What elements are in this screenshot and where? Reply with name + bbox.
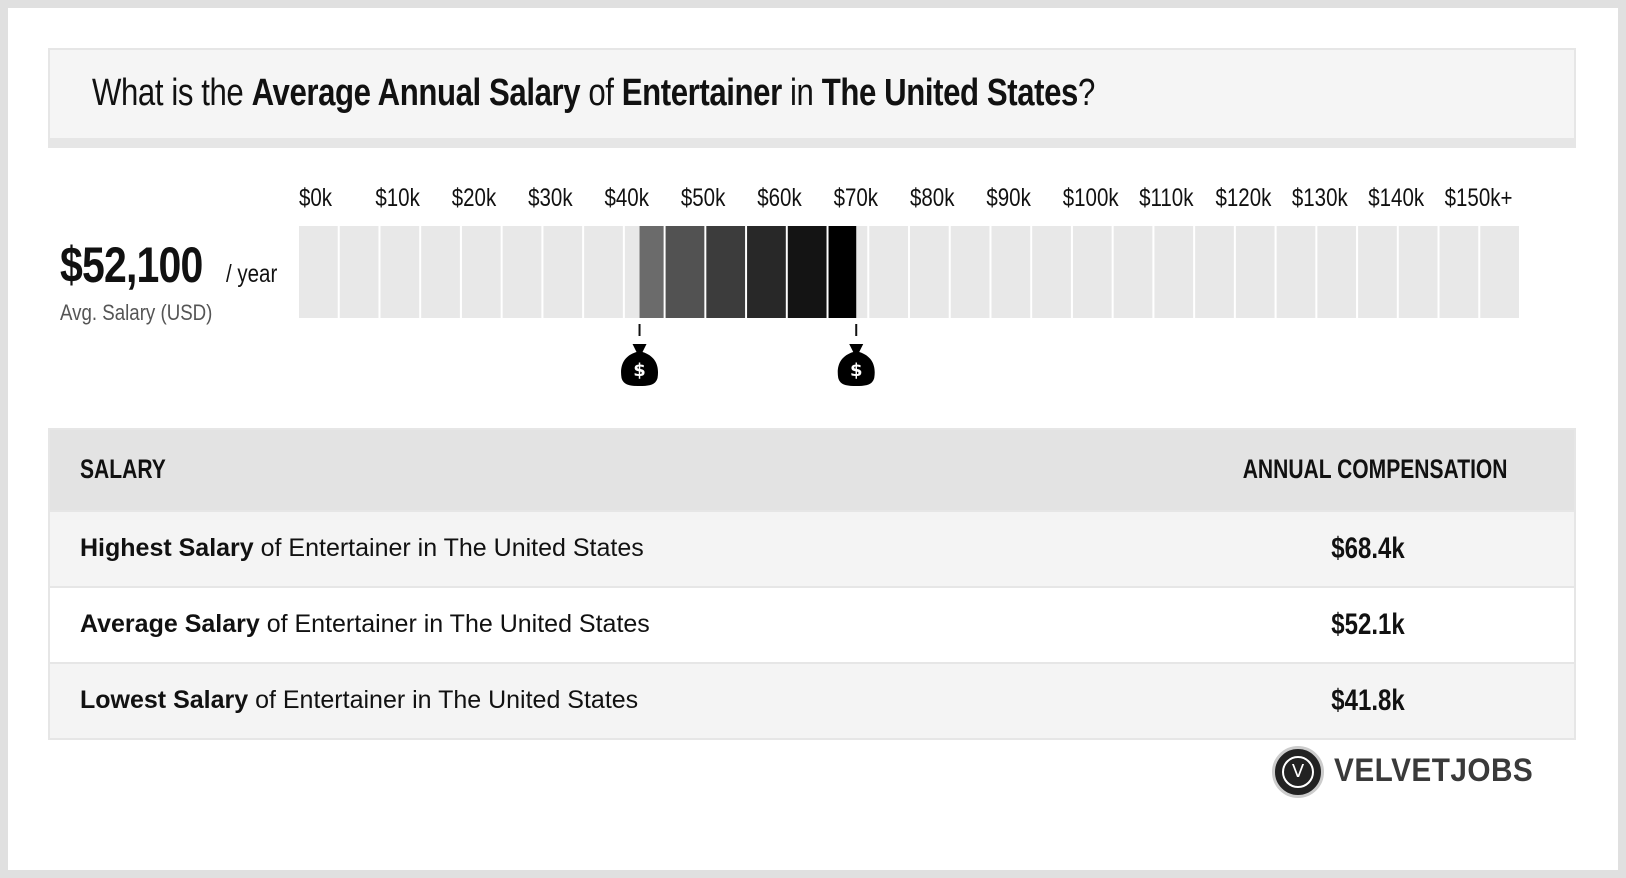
range-cell [950, 226, 990, 318]
tick-label: $120k [1216, 183, 1272, 211]
table-row: Lowest Salary of Entertainer in The Unit… [50, 662, 1574, 738]
salary-range-bar [639, 226, 664, 318]
salary-table: SALARY ANNUAL COMPENSATION Highest Salar… [48, 428, 1576, 740]
tick-label: $150k+ [1445, 183, 1513, 211]
salary-unit: / year [226, 260, 278, 288]
range-cell [910, 226, 949, 318]
tick-label: $50k [681, 183, 726, 211]
range-cell [1358, 226, 1397, 318]
salary-range-bar [828, 226, 857, 318]
tick-label: $140k [1368, 183, 1424, 211]
row-value: $41.8k [1331, 684, 1405, 717]
range-cell [584, 226, 623, 318]
salary-range-chart: $0k $10k $20k $30k $40k $50k $60k $70k $80k $90k $… [8, 8, 1618, 428]
table-header: SALARY ANNUAL COMPENSATION [50, 430, 1574, 510]
range-cell [1154, 226, 1194, 318]
range-cell [1398, 226, 1438, 318]
svg-text:$: $ [850, 360, 863, 381]
table-body: Highest Salary of Entertainer in The Uni… [50, 510, 1574, 738]
tick-label: $90k [986, 183, 1031, 211]
compensation-column-header: ANNUAL COMPENSATION [1243, 454, 1508, 484]
average-salary-block: $52,100 / year [60, 236, 277, 294]
salary-range-bar [706, 226, 746, 318]
tick-label: $110k [1139, 183, 1194, 211]
range-cell [380, 226, 420, 318]
low-marker-money-bag-icon: $ [621, 324, 659, 386]
range-cell [869, 226, 908, 318]
tick-label: $40k [605, 183, 650, 211]
tick-label: $10k [375, 183, 420, 211]
tick-label: $0k [299, 183, 333, 211]
salary-column-header: SALARY [80, 454, 166, 484]
row-value: $52.1k [1331, 608, 1405, 641]
range-cell [1480, 226, 1519, 318]
row-label: Lowest Salary of Entertainer in The Unit… [80, 686, 639, 714]
range-cell [339, 226, 379, 318]
svg-text:$: $ [633, 360, 646, 381]
range-cell [1317, 226, 1357, 318]
range-cell [1195, 226, 1234, 318]
average-salary-caption: Avg. Salary (USD) [60, 300, 213, 325]
range-cell [1113, 226, 1153, 318]
tick-label: $130k [1292, 183, 1348, 211]
range-cell [1439, 226, 1479, 318]
row-label: Highest Salary of Entertainer in The Uni… [80, 534, 644, 562]
range-cell [461, 226, 501, 318]
high-marker-money-bag-icon: $ [837, 324, 875, 386]
tick-label: $100k [1063, 183, 1119, 211]
row-value: $68.4k [1331, 532, 1405, 565]
range-cell [1235, 226, 1275, 318]
range-cell [1276, 226, 1316, 318]
salary-range-svg: $0k $10k $20k $30k $40k $50k $60k $70k $80k $90k $… [299, 183, 1519, 386]
logo-wordmark: VELVETJOBS [1334, 752, 1534, 788]
salary-range-bar [787, 226, 827, 318]
range-cell [543, 226, 583, 318]
question-header: What is the Average Annual Salary of Ent… [48, 48, 1576, 148]
tick-label: $80k [910, 183, 955, 211]
range-cell [1032, 226, 1071, 318]
table-row: Average Salary of Entertainer in The Uni… [50, 586, 1574, 662]
row-label: Average Salary of Entertainer in The Uni… [80, 610, 650, 638]
salary-range-bar [747, 226, 786, 318]
tick-label: $20k [452, 183, 497, 211]
salary-card: What is the Average Annual Salary of Ent… [8, 8, 1618, 870]
salary-range-bar [665, 226, 705, 318]
range-cell [502, 226, 542, 318]
range-cell [1072, 226, 1112, 318]
tick-label: $60k [757, 183, 802, 211]
table-row: Highest Salary of Entertainer in The Uni… [50, 510, 1574, 586]
range-cell [299, 226, 338, 318]
range-cell [991, 226, 1031, 318]
range-cell [421, 226, 460, 318]
tick-label: $30k [528, 183, 573, 211]
average-salary-value: $52,100 [60, 237, 203, 293]
question-title: What is the Average Annual Salary of Ent… [92, 72, 1095, 114]
tick-label: $70k [834, 183, 879, 211]
logo-badge-icon: V [1272, 746, 1324, 798]
logo-letter: V [1282, 756, 1314, 788]
